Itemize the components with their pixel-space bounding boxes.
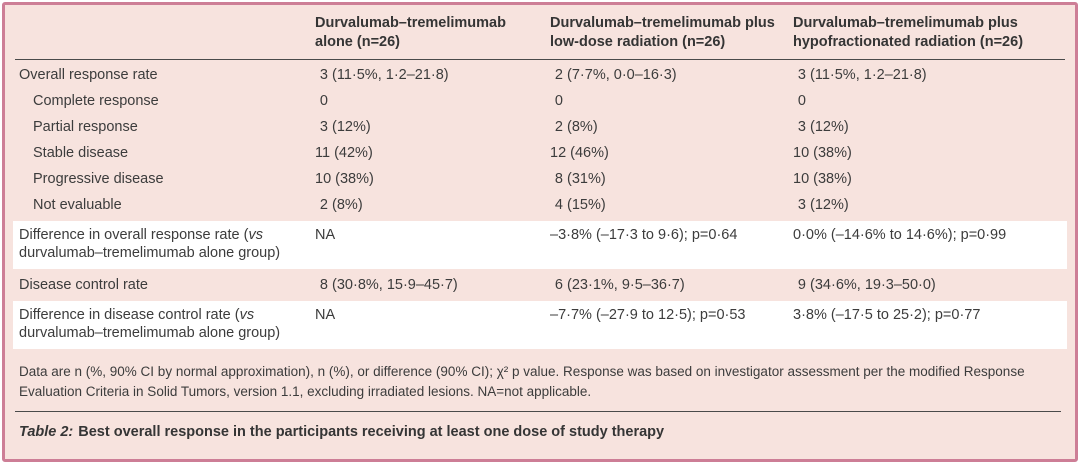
row-label: Complete response — [33, 93, 159, 109]
caption-text: Best overall response in the participant… — [78, 424, 665, 440]
row-label: Difference in overall response rate (vs … — [19, 227, 281, 261]
table-row: Not evaluable 2 (8%) 4 (15%) 3 (12%) — [15, 192, 1065, 218]
header-col-hypofractionated-radiation: Durvalumab–tremelimumab plus hypofractio… — [793, 15, 1024, 50]
header-col-durva-treme-alone: Durvalumab–tremelimumab alone (n=26) — [315, 15, 506, 50]
row-label: Not evaluable — [33, 197, 122, 213]
table-row: Difference in disease control rate (vs d… — [13, 301, 1067, 349]
cell-value: –3·8% (–17·3 to 9·6); p=0·64 — [550, 227, 738, 243]
header-col-low-dose-radiation: Durvalumab–tremelimumab plus low-dose ra… — [550, 15, 775, 50]
cell-value: 3 (12%) — [319, 119, 371, 135]
row-label: Difference in disease control rate (vs d… — [19, 307, 281, 341]
header-empty-cell — [15, 14, 303, 51]
cell-value: 9 (34·6%, 19·3–50·0) — [797, 277, 936, 293]
cell-value: 3·8% (–17·5 to 25·2); p=0·77 — [793, 307, 981, 323]
cell-value: 2 (7·7%, 0·0–16·3) — [554, 67, 677, 83]
cell-value: 10 (38%) — [793, 145, 852, 161]
row-label: Overall response rate — [19, 67, 158, 83]
table-caption: Table 2: Best overall response in the par… — [5, 412, 1075, 440]
cell-value: 3 (12%) — [797, 197, 849, 213]
table-row: Partial response 3 (12%) 2 (8%) 3 (12%) — [15, 114, 1065, 140]
cell-value: 8 (30·8%, 15·9–45·7) — [319, 277, 458, 293]
cell-value: 0 — [554, 93, 563, 109]
cell-value: 11 (42%) — [315, 145, 373, 161]
cell-value: 10 (38%) — [793, 171, 852, 187]
table-row: Complete response 0 0 0 — [15, 88, 1065, 114]
cell-value: 2 (8%) — [319, 197, 363, 213]
row-label: Disease control rate — [19, 277, 148, 293]
table-footnote: Data are n (%, 90% CI by normal approxim… — [19, 364, 1025, 399]
cell-value: 0 — [319, 93, 328, 109]
cell-value: 3 (11·5%, 1·2–21·8) — [319, 67, 449, 83]
table-row: Progressive disease 10 (38%) 8 (31%) 10 (38… — [15, 166, 1065, 192]
table-row: Difference in overall response rate (vs … — [13, 221, 1067, 269]
cell-value: 3 (11·5%, 1·2–21·8) — [797, 67, 927, 83]
cell-value: NA — [315, 307, 336, 323]
cell-value: 0·0% (–14·6% to 14·6%); p=0·99 — [793, 227, 1007, 243]
cell-value: 4 (15%) — [554, 197, 606, 213]
row-label: Progressive disease — [33, 171, 164, 187]
cell-value: 3 (12%) — [797, 119, 849, 135]
cell-value: 12 (46%) — [550, 145, 609, 161]
table-header-row: Durvalumab–tremelimumab alone (n=26) Dur… — [15, 5, 1065, 60]
caption-table-number: Table 2: — [19, 424, 74, 440]
table-row: Disease control rate 8 (30·8%, 15·9–45·7)… — [15, 272, 1065, 298]
table-row: Overall response rate 3 (11·5%, 1·2–21·8)… — [15, 60, 1065, 88]
cell-value: 10 (38%) — [315, 171, 374, 187]
cell-value: NA — [315, 227, 336, 243]
cell-value: –7·7% (–27·9 to 12·5); p=0·53 — [550, 307, 746, 323]
caption-divider — [15, 411, 1061, 412]
table-row: Stable disease 11 (42%) 12 (46%) 10 (38%) — [15, 140, 1065, 166]
cell-value: 2 (8%) — [554, 119, 598, 135]
row-label: Stable disease — [33, 145, 129, 161]
row-label: Partial response — [33, 119, 138, 135]
cell-value: 0 — [797, 93, 806, 109]
table-body: Overall response rate 3 (11·5%, 1·2–21·8)… — [13, 60, 1067, 349]
cell-value: 6 (23·1%, 9·5–36·7) — [554, 277, 685, 293]
cell-value: 8 (31%) — [554, 171, 606, 187]
